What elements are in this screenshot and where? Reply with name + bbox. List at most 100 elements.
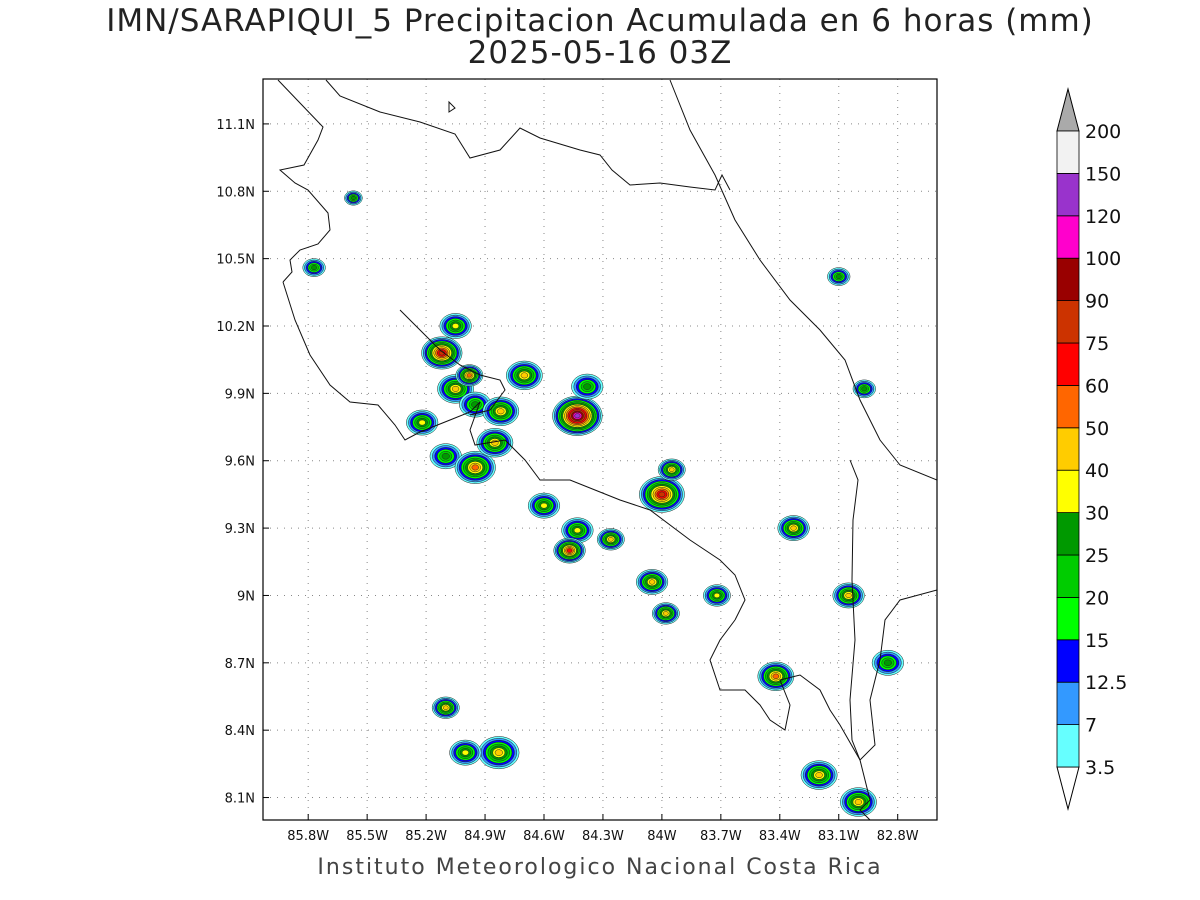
precip-contour (713, 592, 721, 599)
lon-tick-label: 85.5W (346, 829, 388, 844)
latitude-axis: 11.1N 10.8N 10.5N 10.2N 9.9N 9.6N 9.3N 9N 8.7N 8.… (216, 118, 269, 807)
lat-tick-label: 8.7N (225, 657, 255, 672)
precip-cell (344, 190, 363, 206)
precip-contour (497, 408, 505, 415)
precip-cell (431, 696, 460, 719)
precip-contour (668, 467, 675, 472)
precip-contour (471, 464, 479, 471)
precip-contour (566, 548, 573, 553)
map-title: IMN/SARAPIQUI_5 Precipitacion Acumulada … (106, 3, 1094, 39)
nicoya-inner (399, 309, 506, 416)
precip-cell (552, 395, 603, 436)
precip-cell (777, 515, 810, 541)
lon-tick-label: 82.8W (877, 829, 919, 844)
colorbar-label: 40 (1085, 460, 1109, 482)
lon-tick-label: 84.6W (523, 829, 565, 844)
precip-contour (418, 419, 426, 426)
lon-tick-label: 83.1W (818, 829, 860, 844)
precip-cell (421, 336, 463, 370)
colorbar-swatch (1056, 300, 1080, 344)
lat-tick-label: 8.1N (225, 792, 255, 807)
lon-tick-label: 83.7W (700, 829, 742, 844)
precip-contour (845, 592, 852, 599)
lat-tick-label: 10.2N (216, 320, 255, 335)
precip-cell (571, 373, 604, 400)
precip-cell (703, 584, 731, 607)
precip-cell (478, 736, 520, 770)
precip-cell (454, 451, 496, 484)
panama-border (849, 459, 937, 761)
caribbean-coast (669, 79, 937, 481)
colorbar-low-arrow (1056, 766, 1080, 811)
colorbar-swatch (1056, 130, 1080, 174)
longitude-axis: 85.8W 85.5W 85.2W 84.9W 84.6W 84.3W 84W 83.7W 83… (287, 814, 919, 844)
precip-cell (449, 739, 482, 766)
precip-contour (574, 413, 581, 419)
lat-tick-label: 9N (237, 589, 255, 604)
precip-contour (883, 659, 892, 667)
lon-tick-label: 85.2W (405, 829, 447, 844)
precip-contour (608, 537, 614, 542)
precip-contour (311, 265, 318, 271)
colorbar-swatch (1056, 724, 1080, 768)
precip-contour (442, 705, 449, 710)
lat-tick-label: 10.5N (216, 253, 255, 268)
colorbar-label: 3.5 (1085, 757, 1115, 779)
lat-tick-label: 10.8N (216, 185, 255, 200)
precip-cell (596, 528, 625, 551)
precip-contour (648, 579, 656, 585)
colorbar-swatch (1056, 257, 1080, 302)
precip-cell (455, 364, 484, 387)
precip-cell (657, 458, 686, 481)
precip-contour (861, 386, 868, 392)
precip-field (302, 190, 904, 817)
precip-contour (350, 196, 356, 200)
precip-cell (302, 258, 326, 277)
colorbar-swatch (1056, 172, 1080, 217)
precip-contour (815, 772, 823, 779)
colorbar-label: 12.5 (1085, 672, 1127, 694)
precip-contour (466, 373, 472, 378)
precip-contour (854, 799, 863, 805)
precip-cell (439, 313, 472, 339)
precip-contour (441, 452, 450, 460)
precip-cell (553, 537, 586, 564)
colorbar-label: 90 (1085, 291, 1109, 313)
lon-tick-label: 84W (647, 829, 677, 844)
grid-lines (263, 79, 937, 820)
lat-tick-label: 11.1N (216, 118, 255, 133)
precip-contour (573, 527, 581, 534)
colorbar-swatch (1056, 554, 1080, 598)
pacific-coast-nicoya (282, 281, 746, 621)
precip-cell (527, 492, 561, 519)
precip-contour (790, 525, 797, 531)
island-marker (448, 100, 456, 113)
lat-tick-label: 8.4N (225, 724, 255, 739)
precip-cell (561, 517, 594, 544)
colorbar-swatch (1056, 469, 1080, 514)
colorbar-swatch (1056, 342, 1080, 386)
lat-tick-label: 9.9N (225, 387, 255, 402)
precip-cell (482, 396, 520, 426)
colorbar-label: 120 (1085, 206, 1121, 228)
precip-cell (505, 360, 543, 391)
precip-contour (583, 383, 592, 390)
precip-cell (757, 661, 795, 691)
precip-cell (476, 428, 514, 458)
precip-contour (663, 611, 669, 616)
lon-tick-label: 84.9W (464, 829, 506, 844)
colorbar-swatch (1056, 597, 1080, 641)
colorbar-label: 50 (1085, 418, 1109, 440)
precip-contour (540, 502, 548, 509)
colorbar-label: 7 (1085, 715, 1097, 737)
precip-cell (852, 379, 876, 399)
precip-contour (658, 491, 666, 498)
colorbar-high-arrow (1056, 87, 1080, 132)
colorbar-label: 25 (1085, 545, 1109, 567)
precip-cell (651, 602, 680, 625)
precip-cell (800, 760, 838, 790)
colorbar-swatch (1056, 427, 1080, 471)
lat-tick-label: 9.3N (225, 522, 255, 537)
colorbar-label: 15 (1085, 630, 1109, 652)
